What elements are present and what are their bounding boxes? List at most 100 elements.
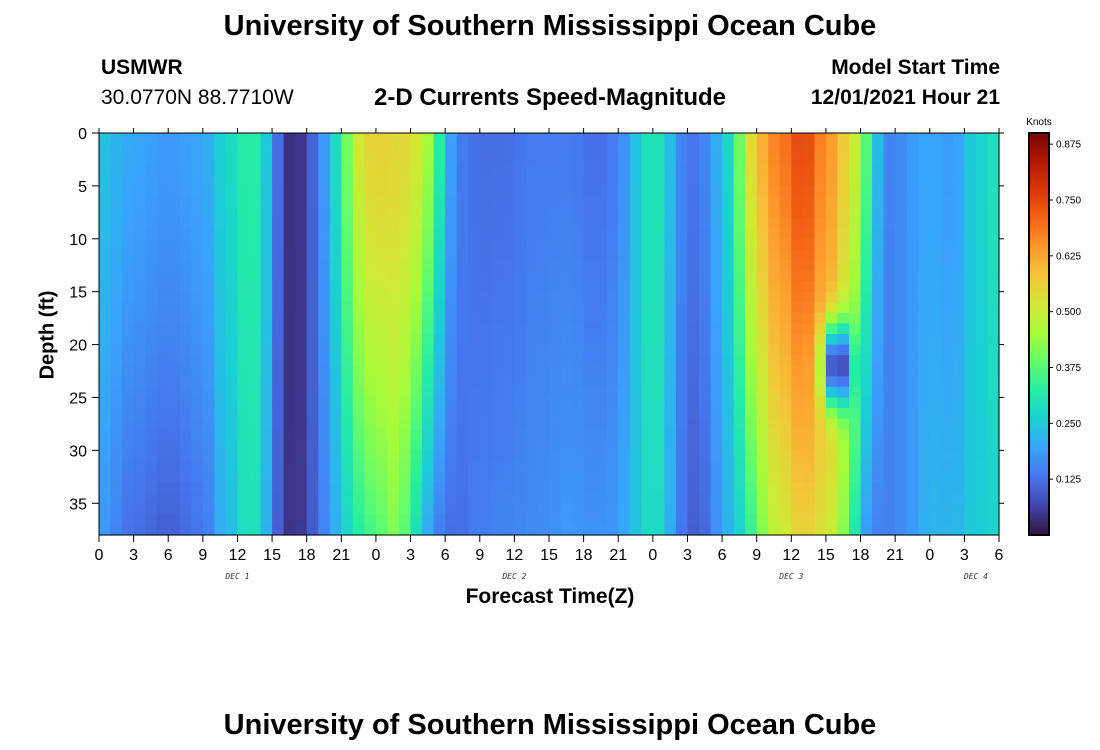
heatmap-cell [491,450,504,462]
heatmap-cell [987,355,1000,367]
heatmap-cell [99,344,112,356]
heatmap-cell [433,344,446,356]
heatmap-cell [399,270,412,282]
heatmap-cell [202,439,215,451]
heatmap-cell [572,376,585,388]
heatmap-cell [895,418,908,430]
heatmap-cell [260,524,273,536]
heatmap-cell [825,291,839,303]
heatmap-cell [364,429,377,441]
heatmap-cell [122,365,135,377]
heatmap-cell [399,217,412,229]
heatmap-cell [237,482,250,494]
heatmap-cell [699,133,712,145]
heatmap-cell [883,143,896,155]
heatmap-cell [629,513,642,526]
heatmap-cell [710,259,723,272]
heatmap-cell [110,196,123,208]
heatmap-cell [802,249,815,261]
heatmap-cell [560,133,573,145]
heatmap-cell [237,408,250,420]
heatmap-cell [168,503,181,515]
heatmap-cell [341,185,354,198]
heatmap-cell [179,270,192,282]
heatmap-cell [179,291,192,303]
heatmap-cell [768,482,781,494]
heatmap-cell [537,133,550,145]
heatmap-cell [318,133,331,145]
heatmap-cell [814,281,827,293]
heatmap-cell [572,196,585,208]
heatmap-cell [849,217,862,229]
heatmap-cell [502,133,515,145]
heatmap-cell [745,291,758,303]
heatmap-cell [779,175,792,187]
heatmap-cell [491,334,504,346]
heatmap-cell [572,355,585,367]
heatmap-cell [975,228,989,240]
heatmap-cell [791,175,804,187]
x-tick-label: 21 [886,547,904,564]
heatmap-cell [410,355,423,367]
heatmap-cell [202,513,215,526]
heatmap-cell [629,185,642,198]
heatmap-cell [791,281,804,293]
heatmap-cell [802,439,815,451]
heatmap-cell [941,344,954,356]
heatmap-cell [422,185,435,198]
heatmap-cell [560,164,573,176]
heatmap-cell [479,334,492,346]
heatmap-cell [364,154,377,166]
heatmap-cell [641,376,654,388]
heatmap-cell [941,217,954,229]
heatmap-cell [399,312,412,325]
heatmap-cell [295,439,308,451]
heatmap-cell [918,450,931,462]
heatmap-cell [341,418,354,430]
heatmap-cell [883,355,896,367]
heatmap-cell [433,143,446,155]
heatmap-cell [918,355,931,367]
heatmap-cell [733,397,746,409]
heatmap-cell [906,143,919,155]
heatmap-cell [906,471,919,483]
heatmap-cell [975,249,989,261]
heatmap-cell [433,291,446,303]
heatmap-cell [456,207,469,219]
heatmap-cell [191,344,204,356]
heatmap-cell [525,450,539,462]
heatmap-cell [583,344,596,356]
heatmap-cell [641,238,654,250]
heatmap-cell [375,334,389,346]
heatmap-cell [837,408,850,420]
heatmap-cell [687,492,700,504]
heatmap-cell [514,365,527,377]
heatmap-cell [675,217,689,229]
heatmap-cell [791,164,804,176]
heatmap-cell [987,196,1000,208]
heatmap-cell [456,429,469,441]
heatmap-cell [849,386,862,399]
heatmap-cell [675,365,689,377]
heatmap-cell [814,228,827,240]
heatmap-cell [445,175,458,187]
heatmap-cell [179,334,192,346]
heatmap-cell [860,207,873,219]
heatmap-cell [214,334,227,346]
heatmap-cell [837,365,850,377]
heatmap-cell [825,270,839,282]
heatmap-cell [733,302,746,314]
heatmap-cell [133,492,146,504]
heatmap-cell [168,376,181,388]
heatmap-cell [606,323,619,335]
heatmap-cell [456,503,469,515]
heatmap-cell [249,408,262,420]
heatmap-cell [456,344,469,356]
heatmap-cell [641,460,654,473]
heatmap-cell [918,228,931,240]
heatmap-cell [906,323,919,335]
y-axis-label: Depth (ft) [36,290,59,380]
heatmap-cell [352,259,365,272]
heatmap-cell [733,365,746,377]
heatmap-cell [145,185,158,198]
